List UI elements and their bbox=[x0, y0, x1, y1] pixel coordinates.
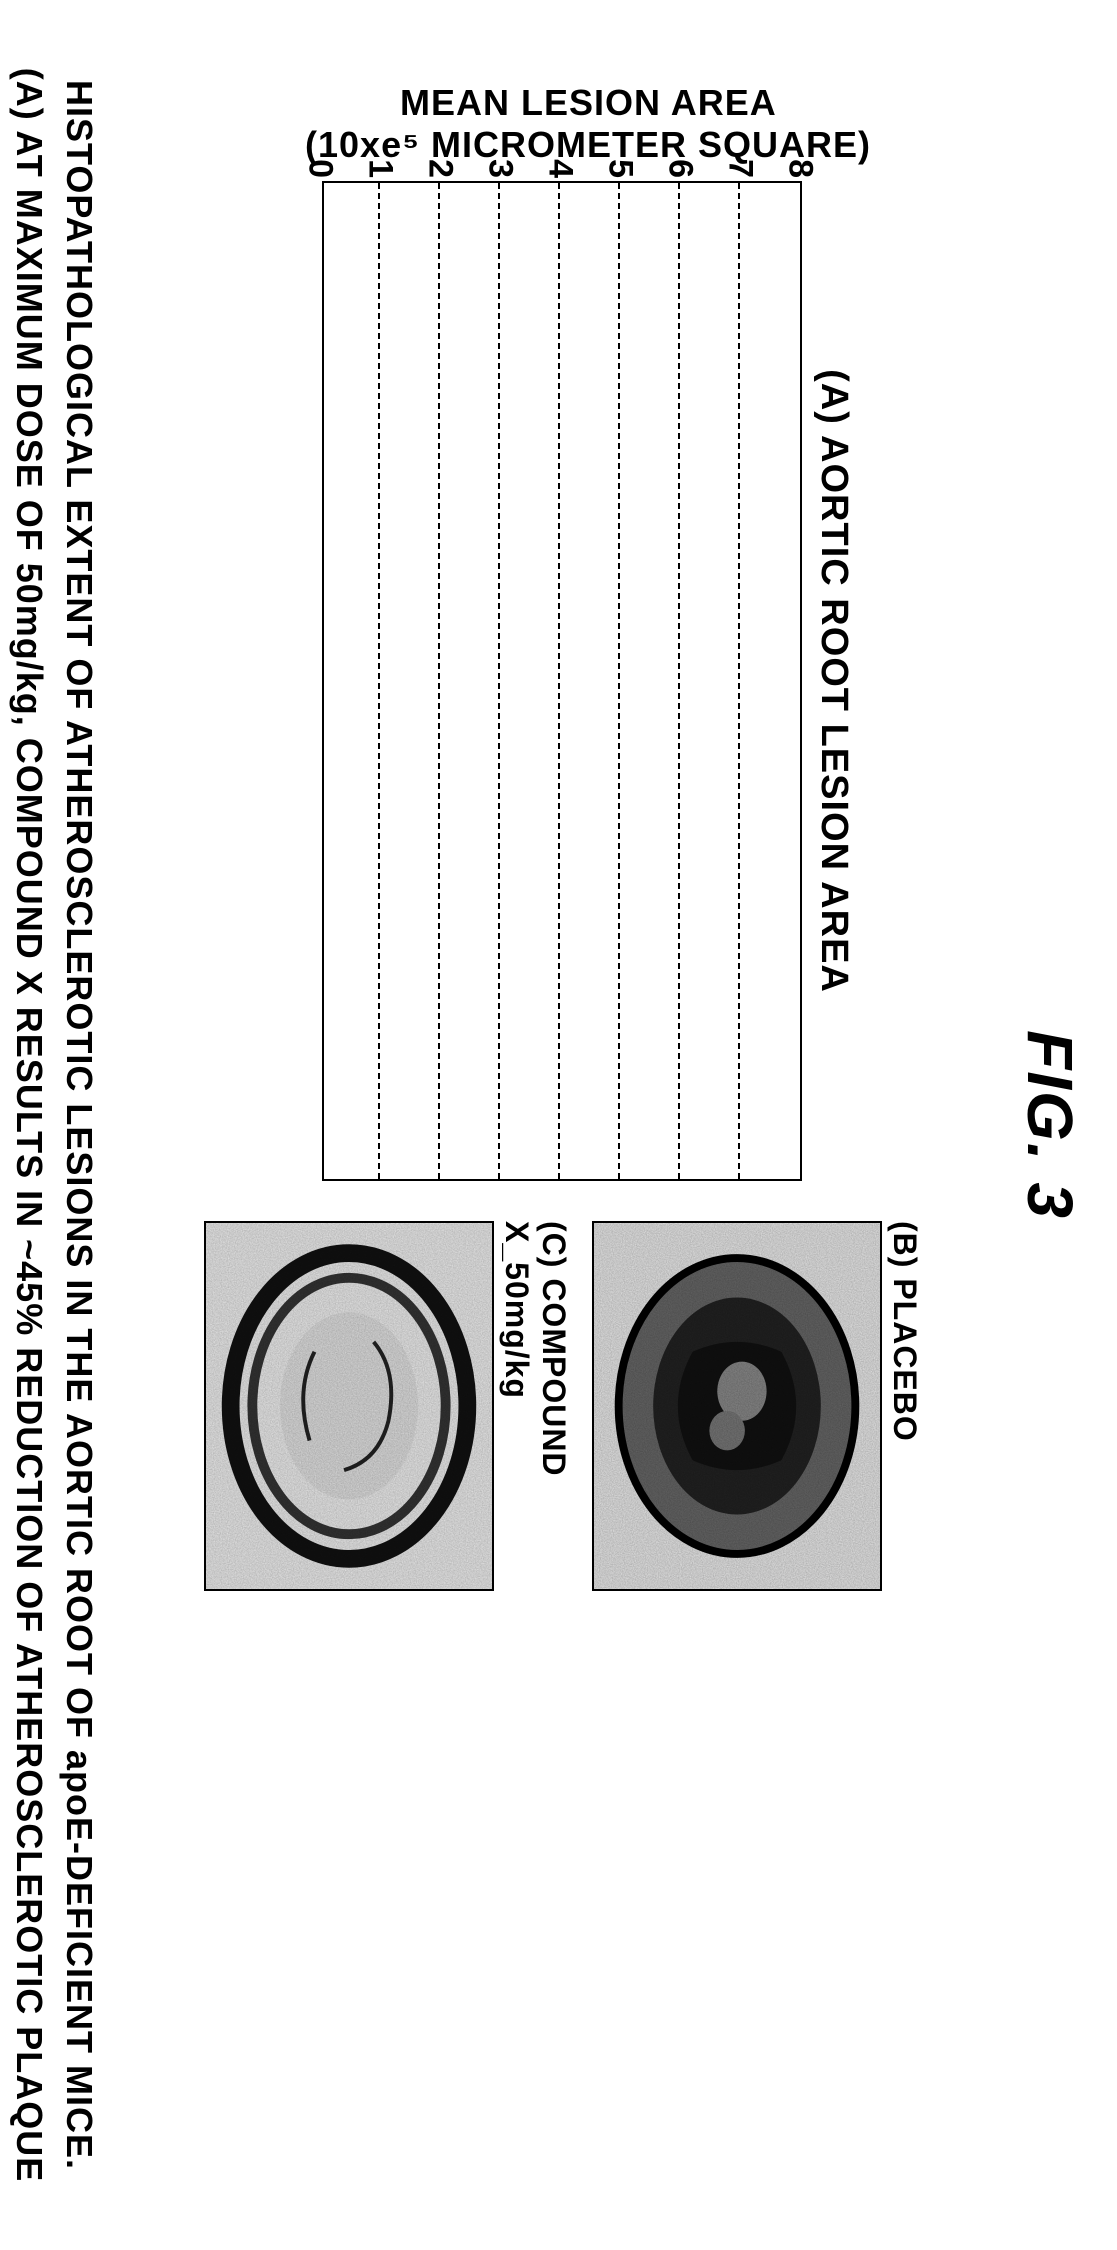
panel-c-label: (C) COMPOUND X_50mg/kg bbox=[498, 1221, 572, 1591]
panel-b: (B) PLACEBO bbox=[592, 1221, 923, 1591]
figure-title: FIG. 3 bbox=[1013, 0, 1087, 2250]
chart-area: (A) AORTIC ROOT LESION AREA 012345678 bbox=[322, 181, 855, 1181]
panel-c: (C) COMPOUND X_50mg/kg bbox=[204, 1221, 572, 1591]
figure-container: FIG. 3 MEAN LESION AREA (10xe⁵ MICROMETE… bbox=[0, 0, 1117, 2250]
y-tick-label: 4 bbox=[541, 159, 580, 178]
bars-container bbox=[324, 183, 800, 1179]
histology-image-placebo bbox=[592, 1221, 882, 1591]
y-tick-labels: 012345678 bbox=[324, 143, 800, 178]
y-tick-label: 5 bbox=[601, 159, 640, 178]
histology-image-compound bbox=[204, 1221, 494, 1591]
panel-b-label: (B) PLACEBO bbox=[886, 1221, 923, 1591]
tissue-compound-icon bbox=[206, 1223, 492, 1589]
y-tick-label: 7 bbox=[721, 159, 760, 178]
y-tick-label: 8 bbox=[781, 159, 820, 178]
chart-title: (A) AORTIC ROOT LESION AREA bbox=[812, 181, 855, 1181]
chart-plot-box: 012345678 bbox=[322, 181, 802, 1181]
y-tick-label: 2 bbox=[421, 159, 460, 178]
chart-section: MEAN LESION AREA (10xe⁵ MICROMETER SQUAR… bbox=[204, 40, 973, 1181]
main-content: MEAN LESION AREA (10xe⁵ MICROMETER SQUAR… bbox=[204, 0, 973, 2250]
figure-caption: HISTOPATHOLOGICAL EXTENT OF ATHEROSCLERO… bbox=[0, 0, 104, 2250]
y-tick-label: 6 bbox=[661, 159, 700, 178]
tissue-placebo-icon bbox=[594, 1223, 880, 1589]
y-tick-label: 3 bbox=[481, 159, 520, 178]
image-panels: (B) PLACEBO bbox=[204, 1221, 923, 1591]
y-tick-label: 0 bbox=[301, 159, 340, 178]
y-tick-label: 1 bbox=[361, 159, 400, 178]
